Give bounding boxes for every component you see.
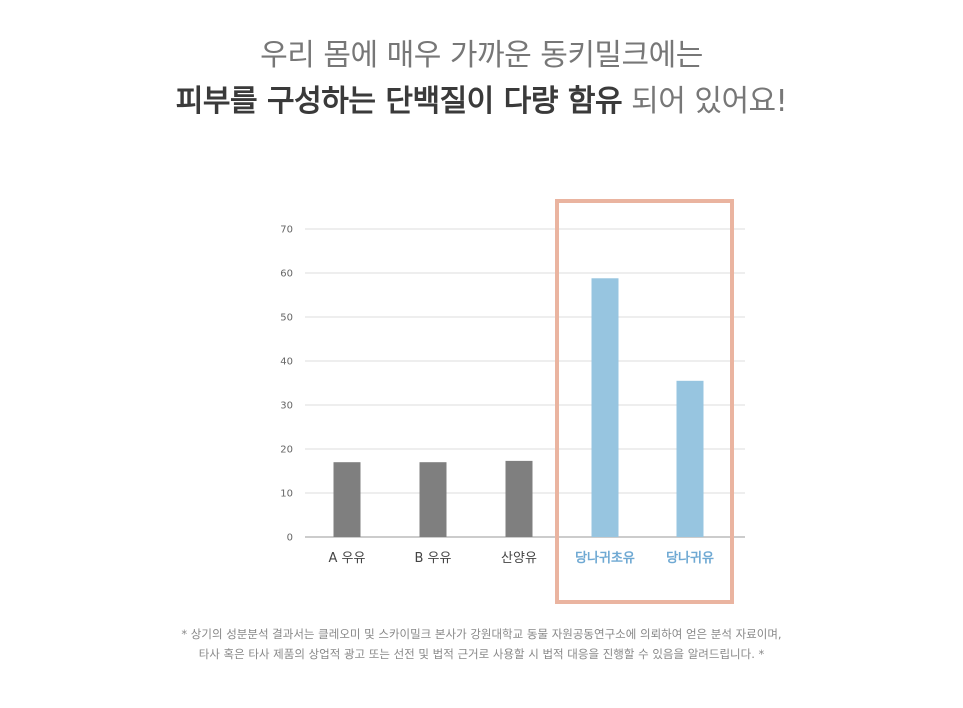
bar xyxy=(591,278,619,537)
y-tick-label: 40 xyxy=(280,357,293,368)
y-tick-label: 10 xyxy=(280,489,293,500)
x-category-label: B 우유 xyxy=(415,551,452,566)
bar xyxy=(676,380,704,537)
x-category-label: 당나귀유 xyxy=(666,550,714,566)
footnote-line-1: * 상기의 성분분석 결과서는 클레오미 및 스카이밀크 본사가 강원대학교 동… xyxy=(181,627,782,641)
y-tick-label: 0 xyxy=(287,533,293,544)
y-tick-label: 50 xyxy=(280,313,293,324)
y-tick-label: 60 xyxy=(280,269,293,280)
headline-line-1: 우리 몸에 매우 가까운 동키밀크에는 xyxy=(260,38,703,73)
highlight-box xyxy=(555,199,734,604)
footnote-line-2: 타사 혹은 타사 제품의 상업적 광고 또는 선전 및 법적 근거로 사용할 시… xyxy=(198,647,765,661)
bar xyxy=(419,462,447,537)
y-tick-label: 20 xyxy=(280,445,293,456)
bar xyxy=(505,460,533,537)
y-tick-label: 30 xyxy=(280,401,293,412)
bar xyxy=(333,462,361,537)
headline-emphasis: 피부를 구성하는 단백질이 다량 함유 xyxy=(175,84,623,119)
y-tick-label: 70 xyxy=(280,225,293,236)
headline-rest: 되어 있어요! xyxy=(622,84,788,119)
headline-line-2: 피부를 구성하는 단백질이 다량 함유 되어 있어요! xyxy=(0,76,963,120)
x-category-label: A 우유 xyxy=(329,551,366,566)
x-category-label: 산양유 xyxy=(501,551,537,566)
x-category-label: 당나귀초유 xyxy=(575,550,635,566)
